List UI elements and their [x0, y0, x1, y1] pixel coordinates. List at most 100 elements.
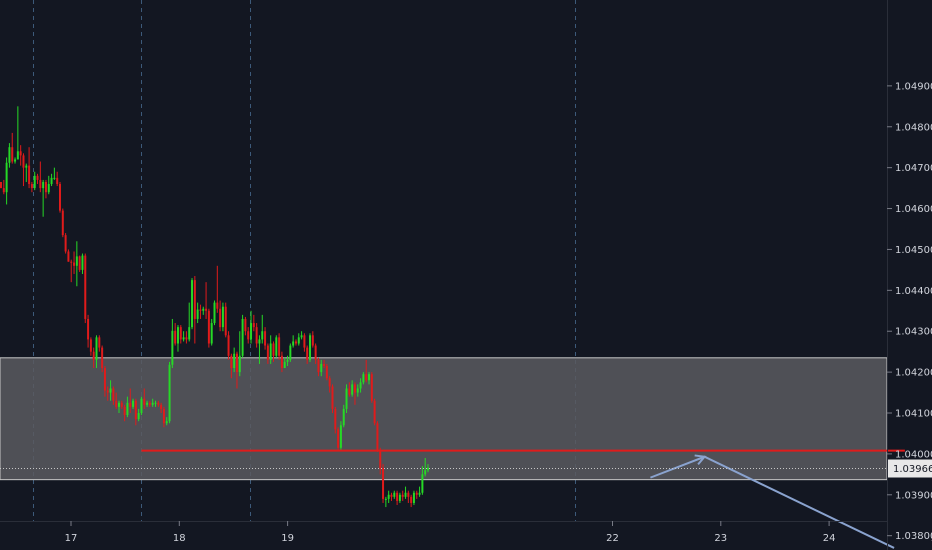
candle [303, 333, 306, 352]
candle [30, 181, 33, 193]
candle [353, 382, 356, 405]
price-tick-label: 1.04200 [895, 368, 932, 379]
candle-body [303, 335, 306, 348]
candle-body [30, 184, 33, 189]
candle [289, 343, 292, 362]
candle [8, 143, 11, 168]
candle [376, 421, 379, 452]
candle-body [320, 363, 323, 373]
candle [421, 466, 424, 495]
candle-body [373, 400, 376, 424]
candle-body [44, 181, 47, 193]
candle [193, 276, 196, 344]
candle [56, 171, 59, 187]
candle-body [47, 184, 50, 193]
candle [362, 372, 365, 385]
candle-body [356, 388, 359, 393]
price-tick-label: 1.04100 [895, 409, 932, 420]
candle-body [219, 308, 222, 328]
candle-body [410, 496, 413, 503]
candle [109, 380, 112, 401]
candle [412, 490, 415, 506]
current-price-label: 1.03966 [888, 459, 932, 478]
candle-body [53, 177, 56, 179]
price-axis[interactable]: 1.04900 1.04800 1.04700 1.04600 1.04500 1.044… [887, 0, 932, 550]
candle-body [365, 374, 368, 381]
candle-body [165, 421, 168, 424]
candle-body [278, 337, 281, 356]
candle-body [247, 331, 250, 340]
candle-body [64, 235, 67, 252]
price-tick-label: 1.04300 [895, 327, 932, 338]
candle [73, 251, 76, 274]
candle-body [275, 337, 278, 356]
candle [146, 400, 149, 407]
candle [92, 347, 95, 369]
candle [33, 171, 36, 191]
candle-body [328, 378, 331, 387]
candle-body [309, 335, 312, 360]
candle [427, 464, 429, 473]
current-price-label-bg [888, 459, 932, 478]
candle-body [283, 361, 286, 369]
candle [368, 372, 371, 385]
candle [379, 447, 382, 475]
time-tick-label: 18 [173, 533, 186, 544]
candle-body [345, 388, 348, 409]
candle [297, 333, 300, 346]
candle [98, 335, 101, 352]
candle [137, 408, 140, 422]
candle-body [300, 335, 303, 338]
candle [359, 378, 362, 393]
candle-body [230, 355, 233, 369]
candle-body [120, 402, 123, 407]
candle-body [162, 408, 165, 424]
candle-body [78, 256, 81, 270]
candle-body [244, 318, 247, 332]
candle-body [238, 355, 241, 373]
candle-body [359, 382, 362, 389]
candle-body [146, 402, 149, 405]
candle [176, 325, 179, 352]
candle-body [241, 318, 244, 356]
candle-body [134, 400, 137, 420]
candle-body [216, 302, 219, 309]
candle-body [272, 343, 275, 356]
candle [415, 490, 418, 499]
candle-body [191, 280, 194, 328]
candle [213, 300, 216, 326]
candle [171, 318, 174, 369]
price-tick-label: 1.04800 [895, 122, 932, 133]
candle-body [297, 337, 300, 344]
candle [47, 175, 50, 195]
price-tick-label: 1.04000 [895, 449, 932, 460]
candle-body [174, 330, 177, 344]
candle [64, 233, 67, 254]
candle [365, 359, 368, 383]
candle-body [14, 159, 17, 162]
candle [238, 331, 241, 377]
candle-body [317, 359, 320, 373]
candle [216, 265, 219, 313]
candle [398, 492, 401, 503]
candle-body [0, 181, 2, 189]
candle [134, 398, 137, 426]
candle-body [61, 210, 64, 236]
candle-body [396, 492, 399, 501]
candle-body [196, 309, 199, 319]
candle-body [418, 492, 421, 495]
candle-body [98, 337, 101, 348]
candle [309, 333, 312, 362]
candle [269, 335, 272, 364]
time-axis[interactable]: 1718192223242526 [0, 521, 932, 544]
candle-body [137, 413, 140, 420]
candle [106, 386, 109, 401]
candle [126, 396, 129, 418]
candle [230, 353, 233, 379]
candle-body [89, 339, 92, 352]
candle-body [106, 390, 109, 393]
candle-body [331, 386, 334, 409]
current-price-label-text: 1.03966 [893, 464, 932, 475]
candle-body [207, 310, 210, 344]
